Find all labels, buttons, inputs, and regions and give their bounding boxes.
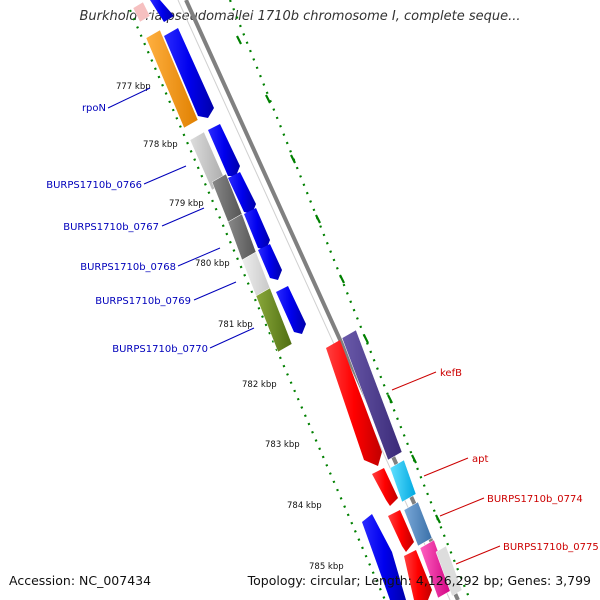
gene-label-0767[interactable]: BURPS1710b_0767 [63, 222, 159, 233]
gene-label-0766[interactable]: BURPS1710b_0766 [46, 180, 142, 191]
tick-label: 780 kbp [195, 259, 230, 269]
gene-0767[interactable] [228, 172, 256, 214]
gene-apt[interactable] [372, 468, 398, 506]
gene-rpon[interactable] [164, 28, 214, 118]
gene-label-0770[interactable]: BURPS1710b_0770 [112, 344, 208, 355]
gene-lower-fwd[interactable] [362, 514, 406, 600]
gene-0768[interactable] [244, 208, 270, 250]
tick-label: 779 kbp [169, 199, 204, 209]
gene-label-0769[interactable]: BURPS1710b_0769 [95, 296, 191, 307]
gene-cog-0 [132, 1, 151, 23]
cog-track [132, 1, 293, 353]
gene-top-fwd[interactable] [150, 0, 174, 22]
left-gene-labels: rpoN BURPS1710b_0766 BURPS1710b_0767 BUR… [46, 103, 208, 355]
reverse-strand-genes [326, 340, 432, 600]
gene-0775[interactable] [404, 550, 432, 600]
gene-label-kefb[interactable]: kefB [440, 368, 462, 379]
tick-label: 777 kbp [116, 82, 151, 92]
accession-text: Accession: NC_007434 [9, 573, 152, 588]
gene-label-0774[interactable]: BURPS1710b_0774 [487, 494, 583, 505]
gene-label-apt[interactable]: apt [472, 454, 488, 465]
gene-0774-cog[interactable] [403, 501, 433, 547]
gene-label-0768[interactable]: BURPS1710b_0768 [80, 262, 176, 273]
outer-cog-track [341, 329, 463, 599]
gene-0774[interactable] [388, 510, 414, 552]
tick-labels: 777 kbp 778 kbp 779 kbp 780 kbp 781 kbp … [116, 82, 344, 572]
right-gene-labels: kefB apt BURPS1710b_0774 BURPS1710b_0775 [440, 368, 599, 553]
gene-0769[interactable] [258, 244, 282, 280]
tick-label: 785 kbp [309, 562, 344, 572]
forward-strand-genes [150, 0, 406, 600]
gene-kefb[interactable] [326, 340, 382, 466]
tick-label: 778 kbp [143, 140, 178, 150]
gene-kefb-cog[interactable] [341, 329, 403, 461]
gene-label-rpon[interactable]: rpoN [82, 103, 106, 114]
label-leader-lines [107, 87, 501, 565]
tick-label: 782 kbp [242, 380, 277, 390]
gene-last-cog[interactable] [435, 545, 463, 597]
outer-tick-marks [236, 35, 441, 524]
topology-text: Topology: circular; Length: 4,126,292 bp… [247, 573, 591, 588]
tick-label: 783 kbp [265, 440, 300, 450]
gene-apt-cog[interactable] [389, 459, 417, 503]
gene-0770[interactable] [276, 286, 306, 334]
gene-label-0775[interactable]: BURPS1710b_0775 [503, 542, 599, 553]
gene-0766[interactable] [208, 124, 240, 176]
tick-label: 781 kbp [218, 320, 253, 330]
tick-label: 784 kbp [287, 501, 322, 511]
gene-0770-cog[interactable] [255, 287, 293, 353]
gene-rpon-cog[interactable] [145, 29, 199, 129]
